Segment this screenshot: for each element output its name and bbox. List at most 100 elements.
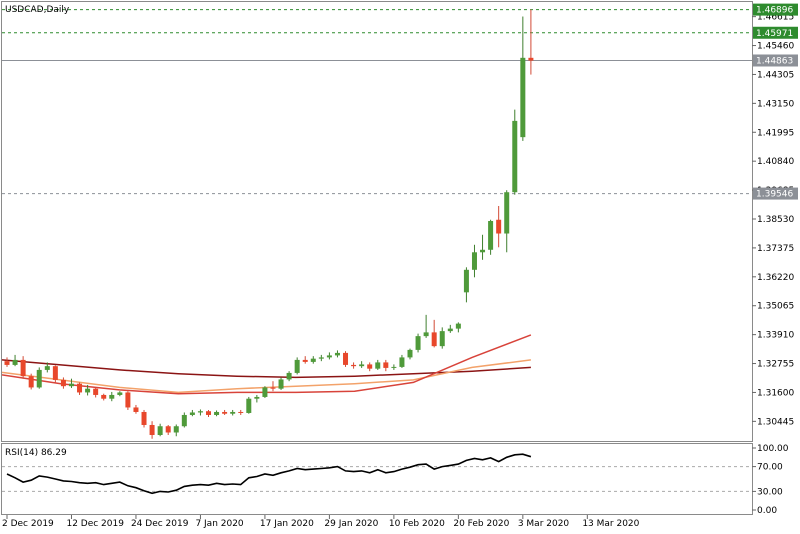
candle-body — [246, 398, 252, 413]
candle-body — [455, 323, 461, 329]
candle-body — [262, 387, 268, 397]
level-label-text: 1.45971 — [756, 29, 793, 39]
candle-body — [286, 372, 292, 380]
candle-body — [302, 359, 308, 362]
candle-body — [173, 426, 179, 433]
candle-body — [399, 357, 405, 367]
candlestick-series — [4, 9, 534, 439]
candle-body — [254, 396, 260, 399]
candle-body — [20, 359, 26, 377]
time-tick-label: 17 Jan 2020 — [260, 519, 314, 529]
candle-body — [197, 411, 203, 413]
price-tick-label: 1.43150 — [757, 99, 794, 109]
candle-body — [36, 369, 42, 388]
candle-body — [222, 411, 228, 414]
candle-body — [238, 411, 244, 413]
rsi-tick-label: 100.00 — [757, 444, 789, 454]
candle-body — [463, 269, 469, 293]
candle-body — [480, 249, 486, 253]
time-tick-label: 2 Dec 2019 — [2, 519, 54, 529]
candle-body — [117, 392, 123, 395]
candle-body — [294, 359, 300, 373]
level-label-text: 1.39546 — [756, 190, 793, 200]
rsi-levels — [2, 466, 752, 492]
candle-body — [60, 379, 66, 387]
candle-body — [52, 366, 58, 380]
time-tick-label: 10 Feb 2020 — [389, 519, 445, 529]
price-tick-label: 1.31600 — [757, 388, 794, 398]
candle-body — [375, 362, 381, 369]
candle-body — [512, 120, 518, 193]
candle-body — [165, 426, 171, 433]
candle-body — [85, 388, 91, 393]
level-price-labels: 1.46896 1.45971 1.44863 1.39546 — [753, 3, 798, 200]
candle-body — [471, 252, 477, 270]
candle-body — [391, 366, 397, 368]
level-label-box — [753, 54, 798, 67]
price-tick-label: 1.46615 — [757, 13, 794, 23]
rsi-label: RSI(14) 86.29 — [5, 448, 67, 458]
price-tick-label: 1.45460 — [757, 42, 794, 52]
candle-body — [181, 414, 187, 427]
time-axis: 2 Dec 2019 12 Dec 2019 24 Dec 2019 7 Jan 20… — [2, 515, 640, 529]
time-tick-label: 24 Dec 2019 — [131, 519, 189, 529]
candle-body — [343, 352, 349, 365]
price-axis: 1.46615 1.45460 1.44305 1.43150 1.41995 1.408… — [752, 13, 794, 427]
candle-body — [351, 364, 357, 367]
candle-body — [334, 352, 340, 356]
candle-body — [278, 379, 284, 389]
rsi-line — [6, 453, 532, 495]
level-label-box — [753, 26, 798, 39]
candle-body — [214, 411, 220, 415]
time-tick-label: 12 Dec 2019 — [66, 519, 124, 529]
candle-body — [528, 57, 534, 61]
candle-body — [68, 383, 74, 387]
price-tick-label: 1.32755 — [757, 360, 794, 370]
candle-body — [12, 359, 18, 365]
horizontal-levels — [2, 9, 752, 195]
candle-body — [230, 411, 236, 414]
moving-average-line — [2, 359, 531, 379]
price-tick-label: 1.41995 — [757, 128, 794, 138]
time-tick-label: 7 Jan 2020 — [195, 519, 243, 529]
candle-body — [415, 336, 421, 350]
candle-body — [383, 362, 389, 368]
level-label-box — [753, 3, 798, 16]
price-tick-label: 1.33910 — [757, 331, 794, 341]
candle-body — [359, 364, 365, 367]
candle-body — [367, 364, 373, 369]
candle-body — [44, 366, 50, 370]
price-tick-label: 1.35065 — [757, 302, 794, 312]
candle-body — [93, 388, 99, 395]
level-label-text: 1.46896 — [756, 6, 793, 16]
candle-body — [496, 219, 502, 234]
candle-body — [189, 412, 195, 415]
time-tick-label: 29 Jan 2020 — [324, 519, 378, 529]
chart-title: USDCAD,Daily — [5, 5, 70, 15]
candle-body — [149, 424, 155, 435]
candle-body — [407, 349, 413, 358]
time-tick-label: 20 Feb 2020 — [453, 519, 509, 529]
rsi-tick-label: 0.00 — [757, 506, 777, 516]
candle-body — [141, 411, 147, 425]
candle-body — [431, 332, 437, 347]
rsi-series — [6, 453, 532, 495]
candle-body — [125, 392, 131, 408]
price-tick-label: 1.44305 — [757, 70, 794, 80]
time-tick-label: 3 Mar 2020 — [518, 519, 570, 529]
candle-body — [133, 407, 139, 412]
candle-body — [206, 411, 211, 415]
candle-body — [326, 355, 332, 358]
level-label-box — [753, 187, 798, 200]
candle-body — [504, 192, 510, 234]
time-tick-label: 13 Mar 2020 — [582, 519, 639, 529]
candle-body — [439, 331, 445, 347]
candle-body — [520, 57, 526, 138]
price-panel-frame — [1, 1, 753, 442]
candle-body — [423, 332, 429, 337]
rsi-tick-label: 70.00 — [757, 463, 783, 473]
price-tick-label: 1.38530 — [757, 215, 794, 225]
rsi-panel-frame — [1, 443, 753, 515]
candle-body — [4, 361, 10, 365]
candle-body — [310, 358, 316, 362]
